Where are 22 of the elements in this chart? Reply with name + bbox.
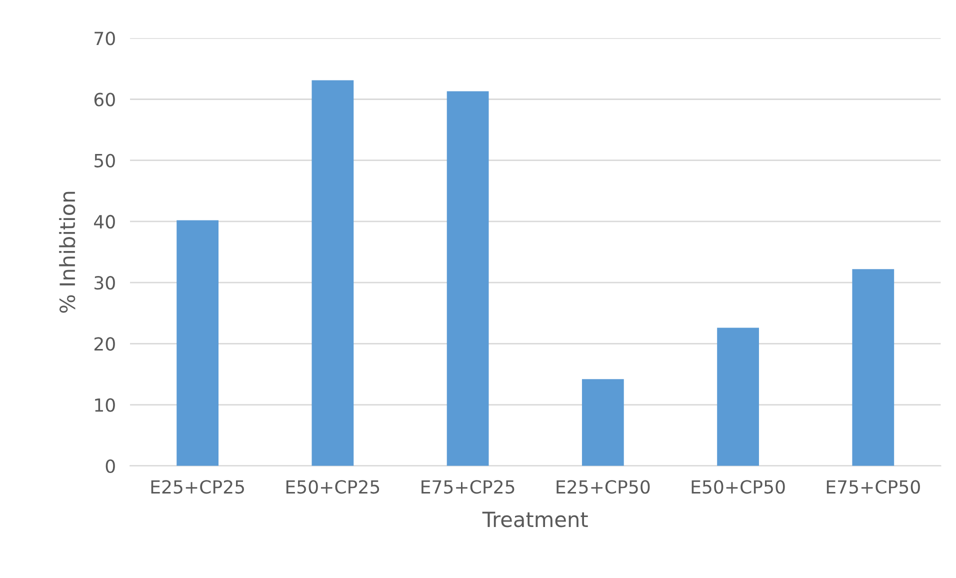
bar [312,80,354,466]
bar [717,328,759,466]
y-tick-label: 40 [94,214,115,229]
y-tick-label: 70 [94,32,115,46]
x-tick-label: E25+CP50 [556,480,650,494]
bar [582,379,624,466]
y-tick-label: 0 [106,459,115,473]
y-axis-title: % Inhibition [59,192,76,313]
x-tick-label: E75+CP50 [826,480,920,494]
x-axis-title: Treatment [482,512,588,528]
y-tick-label: 20 [94,337,115,351]
x-tick-label: E50+CP25 [286,480,380,494]
y-tick-label: 50 [94,154,115,168]
y-tick-label: 10 [95,398,115,412]
x-tick-label: E50+CP50 [692,480,785,494]
y-tick-label: 60 [94,92,115,106]
y-tick-label: 30 [94,276,115,290]
bar [176,220,219,466]
bar [446,91,489,466]
x-tick-label: E25+CP25 [151,480,244,494]
bar [852,269,894,466]
x-tick-label: E75+CP25 [422,480,514,494]
